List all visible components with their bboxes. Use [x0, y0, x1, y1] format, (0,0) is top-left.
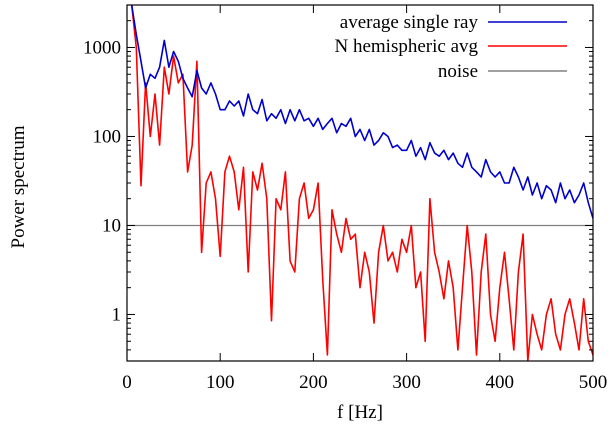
x-tick-label: 400 — [486, 372, 515, 393]
legend-label-average-single-ray: average single ray — [340, 12, 479, 33]
x-tick-label: 300 — [392, 372, 421, 393]
y-tick-label: 100 — [93, 126, 122, 147]
plot-frame — [126, 4, 594, 362]
x-tick-label: 500 — [579, 372, 608, 393]
x-tick-label: 100 — [206, 372, 235, 393]
series-layer — [127, 5, 593, 361]
y-axis-title: Power spectrum — [8, 125, 29, 248]
legend-label-n-hemispheric-avg: N hemispheric avg — [334, 36, 478, 57]
series-line-n-hemispheric-avg — [130, 5, 593, 361]
legend-label-noise: noise — [438, 61, 478, 82]
series-line-average-single-ray — [130, 5, 593, 219]
x-axis-title: f [Hz] — [337, 402, 383, 423]
x-tick-label: 0 — [122, 372, 132, 393]
ticks-layer: 0 100 200 300 400 500 1 10 100 1000 — [83, 4, 608, 393]
x-tick-label: 200 — [299, 372, 328, 393]
y-tick-label: 1000 — [83, 37, 121, 58]
y-tick-label: 1 — [112, 304, 122, 325]
legend: average single ray N hemispheric avg noise — [334, 12, 567, 82]
y-tick-label: 10 — [102, 215, 121, 236]
